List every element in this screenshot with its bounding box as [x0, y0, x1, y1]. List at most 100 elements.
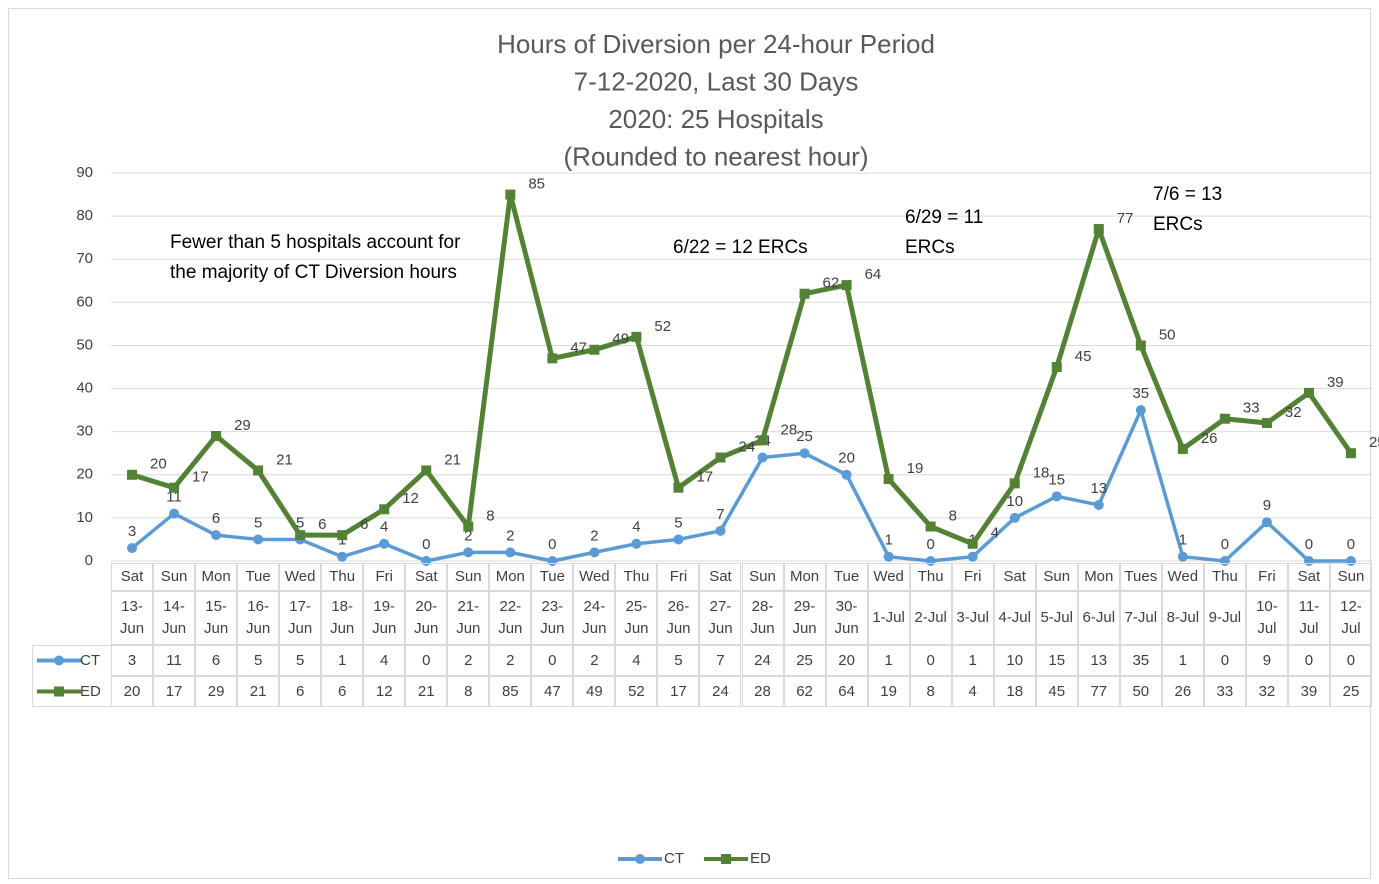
x-tick-label: 2-Jul: [909, 591, 952, 645]
annotation: 7/6 = 13 ERCs: [1153, 184, 1223, 235]
table-value: 28: [741, 676, 784, 707]
data-label: 77: [1117, 210, 1134, 227]
weekday-cell: Sat: [993, 563, 1036, 591]
data-point: [1135, 340, 1146, 351]
table-value: 85: [489, 676, 532, 707]
table-value: 12: [363, 676, 406, 707]
data-point: [1303, 387, 1314, 398]
data-label: 6: [318, 516, 326, 533]
table-value: 8: [447, 676, 490, 707]
x-tick-label: 25-Jun: [615, 591, 658, 645]
data-label: 52: [654, 318, 671, 335]
data-point: [379, 538, 390, 549]
table-value: 47: [531, 676, 574, 707]
weekday-cell: Fri: [363, 563, 406, 591]
y-tick-label: 0: [85, 552, 93, 569]
data-point: [1261, 418, 1272, 429]
legend-label: ED: [750, 850, 771, 867]
table-value: 4: [951, 676, 994, 707]
table-value: 45: [1035, 676, 1078, 707]
table-value: 25: [783, 645, 826, 676]
table-legend-key: [54, 655, 64, 666]
data-point: [1135, 405, 1146, 416]
data-point: [631, 331, 642, 342]
weekday-cell: Sun: [1329, 563, 1372, 591]
weekday-cell: Fri: [657, 563, 700, 591]
data-label: 17: [192, 469, 209, 486]
table-value: 4: [363, 645, 406, 676]
data-label: 6: [360, 516, 368, 533]
weekday-cell: Sat: [405, 563, 448, 591]
data-point: [463, 521, 474, 532]
data-label: 15: [1048, 471, 1065, 488]
table-value: 3: [111, 645, 154, 676]
chart-title: Hours of Diversion per 24-hour Period: [497, 29, 935, 59]
x-tick-label: 23-Jun: [531, 591, 574, 645]
weekday-cell: Sun: [1035, 563, 1078, 591]
table-value: 20: [111, 676, 154, 707]
data-point: [295, 530, 306, 541]
weekday-cell: Tues: [1119, 563, 1162, 591]
series-line: [130, 408, 1351, 563]
x-tick-label: 26-Jun: [657, 591, 700, 645]
data-label: 85: [528, 176, 545, 193]
data-point: [1177, 443, 1188, 454]
x-tick-label: 14-Jun: [153, 591, 196, 645]
series-line: [131, 192, 1354, 547]
data-point: [925, 521, 936, 532]
weekday-cell: Tue: [825, 563, 868, 591]
table-value: 5: [279, 645, 322, 676]
table-value: 77: [1077, 676, 1120, 707]
data-label: 4: [380, 519, 388, 536]
weekday-cell: Wed: [573, 563, 616, 591]
table-value: 10: [993, 645, 1036, 676]
x-tick-label: 30-Jun: [825, 591, 868, 645]
data-label: 2: [506, 527, 514, 544]
data-label: 18: [1033, 464, 1050, 481]
data-label: 33: [1243, 400, 1260, 417]
data-point: [967, 538, 978, 549]
weekday-cell: Thu: [615, 563, 658, 591]
weekday-cell: Sun: [741, 563, 784, 591]
data-label: 20: [838, 450, 855, 467]
data-point: [715, 525, 726, 536]
data-label: 39: [1327, 374, 1344, 391]
data-point: [589, 344, 600, 355]
y-tick-label: 40: [76, 380, 93, 397]
table-value: 49: [573, 676, 616, 707]
chart-title: 7-12-2020, Last 30 Days: [574, 66, 859, 96]
annotation: 6/29 = 11 ERCs: [905, 207, 984, 258]
table-value: 8: [909, 676, 952, 707]
x-tick-label: 10-Jul: [1245, 591, 1288, 645]
y-tick-label: 30: [76, 423, 93, 440]
x-tick-label: 6-Jul: [1077, 591, 1120, 645]
x-tick-label: 28-Jun: [741, 591, 784, 645]
data-point: [253, 534, 264, 545]
data-label: 3: [128, 523, 136, 540]
weekday-cell: Mon: [783, 563, 826, 591]
table-value: 17: [657, 676, 700, 707]
data-point: [379, 504, 390, 515]
table-value: 29: [195, 676, 238, 707]
table-value: 24: [741, 645, 784, 676]
data-point: [211, 530, 222, 541]
data-label: 20: [150, 456, 167, 473]
table-value: 19: [867, 676, 910, 707]
weekday-cell: Thu: [1203, 563, 1246, 591]
data-label: 35: [1132, 385, 1149, 402]
data-point: [127, 543, 138, 554]
table-legend-label: ED: [80, 682, 101, 700]
x-tick-label: 13-Jun: [111, 591, 154, 645]
data-point: [421, 465, 432, 476]
data-point: [1093, 224, 1104, 235]
data-point: [1051, 362, 1062, 372]
data-point: [1009, 478, 1020, 489]
table-value: 26: [1161, 676, 1204, 707]
data-point: [1219, 413, 1230, 424]
x-tick-label: 18-Jun: [321, 591, 364, 645]
table-legend-label: CT: [80, 651, 100, 669]
y-tick-label: 80: [76, 207, 93, 224]
table-value: 2: [447, 645, 490, 676]
table-value: 5: [657, 645, 700, 676]
data-label: 5: [254, 514, 262, 531]
